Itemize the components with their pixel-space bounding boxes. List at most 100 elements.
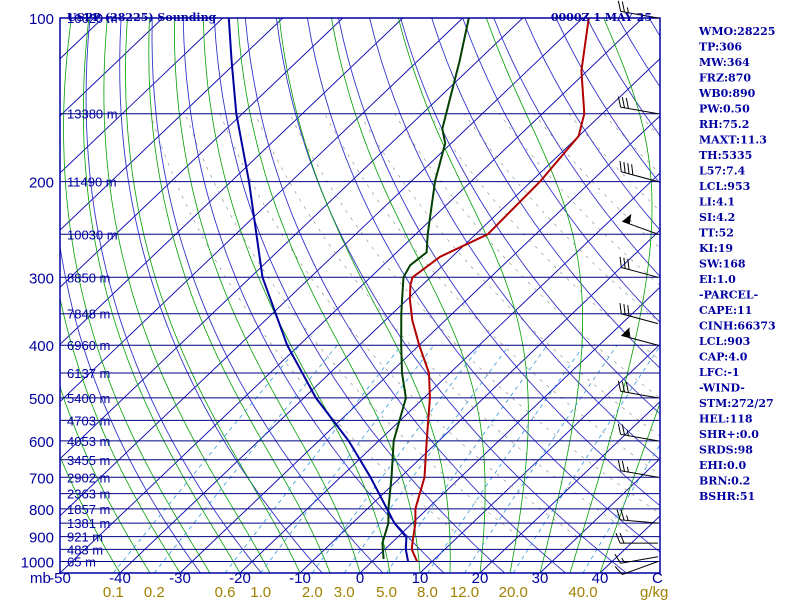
mixing-ratio-tick-label: 0.2 (144, 584, 165, 600)
pressure-tick-label: 500 (29, 391, 54, 408)
isotherm-line (359, 286, 660, 573)
moist-adiabat-line (279, 18, 451, 573)
isotherm-line (60, 18, 404, 346)
moist-adiabat-line (83, 18, 241, 573)
dry-adiabat-line (275, 18, 627, 573)
temperature-tick-label: -20 (229, 570, 251, 587)
height-label: 2363 m (67, 487, 110, 502)
mixing-ratio-line (343, 344, 510, 573)
mixing-ratio-tick-label: 40.0 (568, 584, 597, 600)
height-label: 13380 m (67, 107, 118, 122)
wind-barb (617, 460, 659, 478)
stability-indices-panel: WMO:28225 TP:306 MW:364 FRZ:870 WB0:890 PW:0.… (698, 25, 776, 503)
isotherm-line (60, 18, 164, 117)
temperature-tick-label: 30 (532, 570, 549, 587)
moist-adiabat-line (148, 18, 331, 573)
mixing-ratio-tick-label: 0.1 (103, 584, 124, 600)
index-line: CAP:4.0 (699, 351, 748, 364)
height-label: 6137 m (67, 366, 110, 381)
dry-adiabat-line (773, 18, 800, 573)
pressure-tick-label: 600 (29, 434, 54, 451)
mixing-ratio-line (112, 344, 301, 573)
dry-adiabat-line (493, 18, 660, 278)
isotherm-line (60, 18, 344, 288)
height-label: 16620 m (67, 11, 118, 26)
moist-adiabat-line (486, 18, 583, 573)
axis-labels: 16620 m 13380 m 11490 m 10030 m 8850 m 7848 m… (21, 11, 609, 600)
height-label: 1857 m (67, 502, 110, 517)
pressure-tick-label: 200 (29, 175, 54, 192)
mixing-ratio-tick-label: 2.0 (302, 584, 323, 600)
isotherm-line (239, 172, 660, 573)
height-label: 921 m (67, 530, 103, 545)
plot-frame (59, 17, 661, 574)
auxiliary-dashed-line (219, 113, 578, 537)
chart-grid (0, 18, 800, 573)
wind-barb (614, 553, 659, 564)
temperature-tick-label: -50 (49, 570, 71, 587)
index-line: SI:4.2 (699, 211, 735, 224)
mixing-ratio-unit-label: g/kg (640, 584, 668, 600)
isotherm-line (60, 18, 644, 573)
temperature-tick-label: 40 (592, 570, 609, 587)
mixing-ratio-line (427, 344, 585, 573)
chart-title-time: 0000Z 1 MAY 25 (551, 11, 652, 24)
height-label: 1381 m (67, 516, 110, 531)
temperature-tick-label: -40 (109, 570, 131, 587)
wind-barb (622, 213, 659, 235)
moist-adiabat-line (63, 18, 211, 573)
mixing-ratio-tick-label: 20.0 (499, 584, 528, 600)
index-line: BSHR:51 (699, 490, 755, 503)
isotherm-line (419, 343, 660, 573)
dry-adiabat-line (213, 18, 506, 573)
wind-barb (621, 327, 659, 346)
dry-adiabat-line (306, 18, 660, 553)
index-line: RH:75.2 (699, 118, 749, 131)
auxiliary-dashed-line (254, 113, 636, 537)
mixing-ratio-line (224, 344, 402, 573)
index-line: FRZ:870 (699, 72, 751, 85)
wind-barb (614, 561, 659, 575)
index-line: PW:0.50 (699, 103, 750, 116)
pressure-unit-label: mb (30, 570, 51, 587)
isotherm-line (119, 58, 660, 573)
dry-adiabat-line (555, 18, 660, 185)
height-label: 8850 m (67, 270, 110, 285)
index-line: MAXT:11.3 (699, 134, 767, 147)
pressure-tick-label: 900 (29, 530, 54, 547)
pressure-tick-label: 300 (29, 270, 54, 287)
height-label: 4053 m (67, 434, 110, 449)
index-line: LI:4.1 (699, 196, 735, 209)
dry-adiabat-line (182, 18, 445, 573)
mixing-ratio-tick-label: 8.0 (417, 584, 438, 600)
moist-adiabat-line (237, 18, 421, 573)
isotherm-line (60, 18, 584, 517)
pressure-tick-label: 800 (29, 502, 54, 519)
wind-barb (617, 380, 659, 399)
auxiliary-dashed-line (184, 113, 520, 537)
height-label: 6960 m (67, 338, 110, 353)
height-label: 483 m (67, 542, 103, 557)
index-line: CINH:66373 (699, 320, 776, 333)
index-line: LCL:903 (699, 335, 750, 348)
temperature-tick-label: 20 (472, 570, 489, 587)
mixing-ratio-line (386, 344, 548, 573)
height-label: 11490 m (67, 175, 117, 190)
wind-barb (616, 509, 659, 524)
moist-adiabat-line (173, 18, 361, 573)
wind-barb (617, 423, 659, 442)
dry-adiabat-line (462, 18, 660, 323)
wind-barb (619, 256, 659, 278)
dry-adiabat-line (400, 18, 660, 415)
isotherm-line (60, 18, 524, 460)
sounding-profile-1 (381, 18, 470, 560)
isotherm-line (60, 18, 464, 403)
wind-barbs (614, 0, 659, 575)
auxiliary-dashed-line (324, 113, 660, 476)
index-line: SHR+:0.0 (699, 428, 759, 441)
wind-barb (617, 0, 659, 19)
height-label: 5400 m (67, 391, 110, 406)
wind-barb (615, 532, 658, 544)
isotherm-line (0, 18, 43, 573)
